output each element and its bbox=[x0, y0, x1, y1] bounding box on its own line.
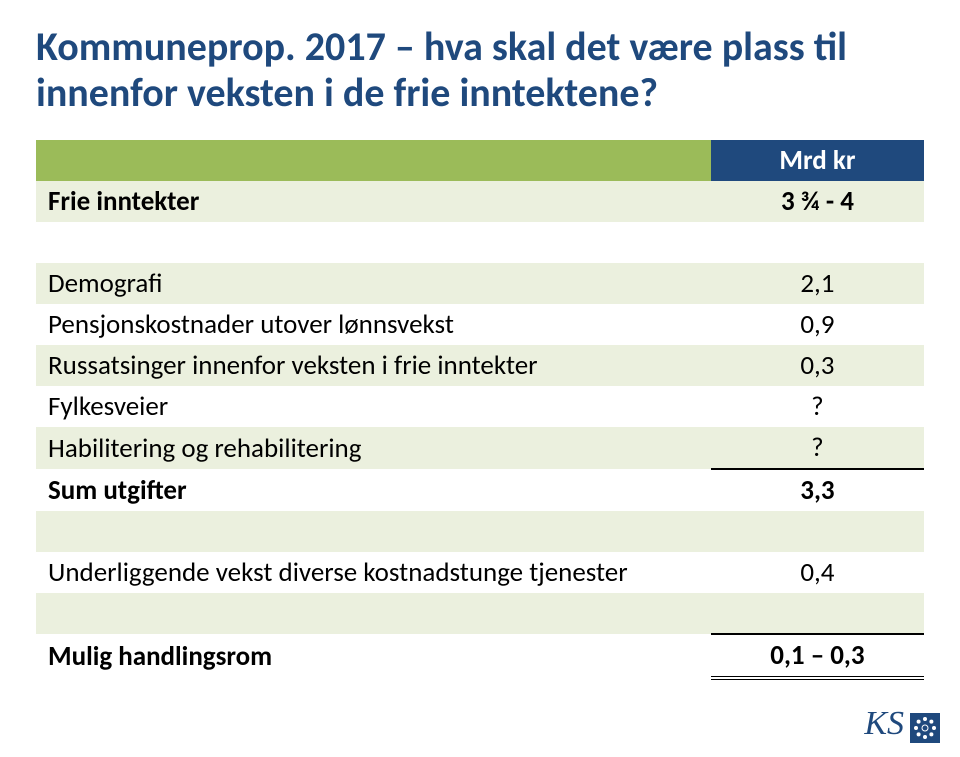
row-value bbox=[711, 222, 924, 263]
row-value: 0,1 – 0,3 bbox=[711, 634, 924, 678]
row-value: 3,3 bbox=[711, 469, 924, 511]
row-value: ? bbox=[711, 427, 924, 469]
table-row: Frie inntekter 3 ¾ - 4 bbox=[36, 181, 924, 222]
row-label: Frie inntekter bbox=[36, 181, 711, 222]
row-label: Sum utgifter bbox=[36, 469, 711, 511]
row-label: Mulig handlingsrom bbox=[36, 634, 711, 678]
row-value bbox=[711, 511, 924, 552]
table-row bbox=[36, 222, 924, 263]
row-label bbox=[36, 222, 711, 263]
row-label: Fylkesveier bbox=[36, 386, 711, 427]
handlingsrom-row: Mulig handlingsrom 0,1 – 0,3 bbox=[36, 634, 924, 678]
row-value: 2,1 bbox=[711, 263, 924, 304]
row-label: Underliggende vekst diverse kostnadstung… bbox=[36, 552, 711, 593]
row-value: ? bbox=[711, 386, 924, 427]
slide-title: Kommuneprop. 2017 – hva skal det være pl… bbox=[36, 24, 924, 116]
table-row: Underliggende vekst diverse kostnadstung… bbox=[36, 552, 924, 593]
table-row bbox=[36, 511, 924, 552]
row-label: Habilitering og rehabilitering bbox=[36, 427, 711, 469]
row-value: 3 ¾ - 4 bbox=[711, 181, 924, 222]
logo-text: KS bbox=[864, 705, 904, 743]
table-row: Demografi 2,1 bbox=[36, 263, 924, 304]
data-table: Mrd kr Frie inntekter 3 ¾ - 4 Demografi … bbox=[36, 140, 924, 680]
row-label: Demografi bbox=[36, 263, 711, 304]
row-label bbox=[36, 593, 711, 634]
table-row: Fylkesveier ? bbox=[36, 386, 924, 427]
row-value bbox=[711, 593, 924, 634]
sum-row: Sum utgifter 3,3 bbox=[36, 469, 924, 511]
row-label: Pensjonskostnader utover lønnsvekst bbox=[36, 304, 711, 345]
row-value: 0,4 bbox=[711, 552, 924, 593]
table-row: Pensjonskostnader utover lønnsvekst 0,9 bbox=[36, 304, 924, 345]
row-label: Russatsinger innenfor veksten i frie inn… bbox=[36, 345, 711, 386]
row-value: 0,3 bbox=[711, 345, 924, 386]
table-row bbox=[36, 593, 924, 634]
table-row: Russatsinger innenfor veksten i frie inn… bbox=[36, 345, 924, 386]
row-value: 0,9 bbox=[711, 304, 924, 345]
row-label bbox=[36, 511, 711, 552]
header-value: Mrd kr bbox=[711, 140, 924, 181]
header-label bbox=[36, 140, 711, 181]
ks-logo: KS bbox=[864, 705, 940, 743]
logo-mark-icon bbox=[910, 713, 940, 743]
table-header-row: Mrd kr bbox=[36, 140, 924, 181]
table-row: Habilitering og rehabilitering ? bbox=[36, 427, 924, 469]
